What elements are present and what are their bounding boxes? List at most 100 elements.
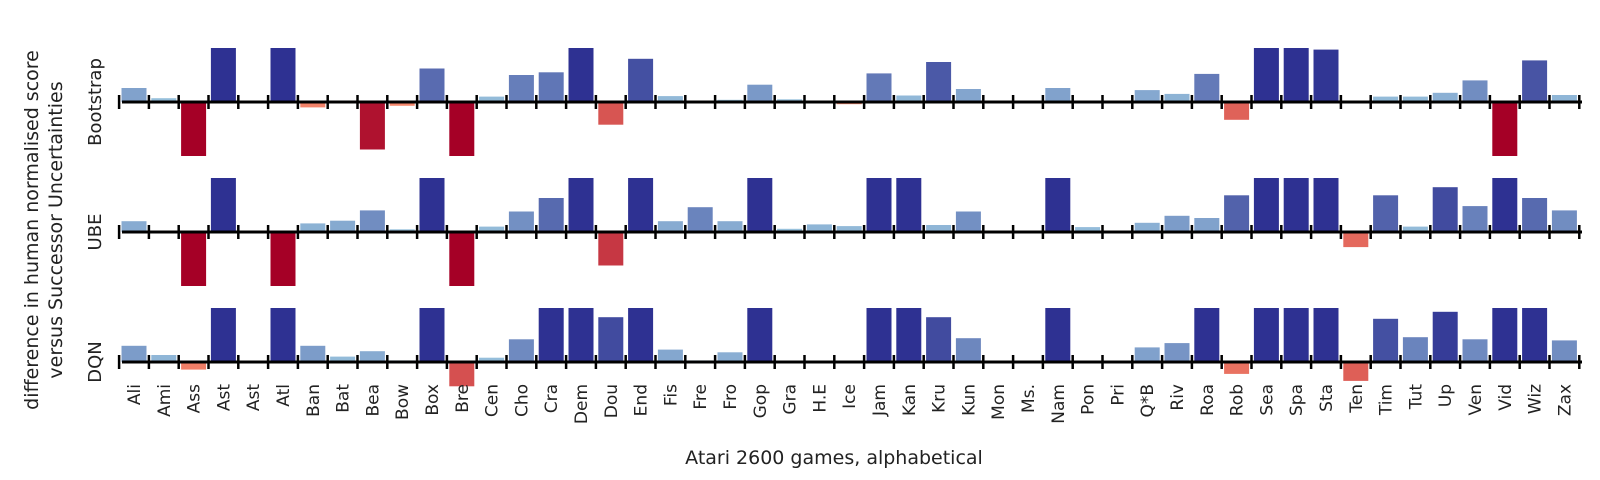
bar-ube-nam: [1045, 178, 1071, 232]
category-label: Pri: [1108, 384, 1128, 406]
bar-bootstrap-ban: [300, 102, 326, 108]
bar-dqn-vid: [1492, 308, 1518, 362]
bar-dqn-wiz: [1522, 308, 1548, 362]
category-label: Ass: [185, 384, 205, 413]
bar-ube-up: [1432, 187, 1458, 232]
category-label: Ast: [244, 384, 264, 411]
category-label: Ice: [840, 384, 860, 409]
category-label: Vid: [1496, 384, 1516, 411]
category-label: Roa: [1198, 384, 1218, 416]
bar-ube-vid: [1492, 178, 1518, 232]
bar-dqn-tut: [1402, 337, 1428, 362]
bar-ube-kru: [926, 225, 952, 232]
bar-bootstrap-ass: [181, 102, 207, 156]
bar-bootstrap-bow: [389, 102, 415, 106]
category-label: Ast: [214, 384, 234, 411]
category-label: Sea: [1257, 384, 1277, 416]
category-label: Cen: [483, 384, 503, 417]
bar-ube-ali: [121, 221, 147, 232]
bar-ube-gop: [747, 178, 773, 232]
bar-ube-rob: [1224, 195, 1250, 232]
category-label: Sta: [1317, 384, 1337, 412]
series-label-ube: UBE: [85, 214, 106, 251]
row-bootstrap: Bootstrap: [85, 48, 1582, 156]
category-label: Rob: [1228, 384, 1248, 416]
bar-dqn-fis: [657, 349, 683, 362]
bar-bootstrap-end: [628, 58, 654, 102]
bar-bootstrap-jam: [866, 73, 892, 102]
category-label: Pon: [1079, 384, 1099, 415]
bar-bootstrap-vid: [1492, 102, 1518, 156]
bar-ube-sea: [1253, 178, 1279, 232]
series-label-bootstrap: Bootstrap: [85, 58, 106, 146]
bar-ube-kun: [955, 211, 981, 232]
bar-dqn-ban: [300, 345, 326, 362]
category-label: Kun: [959, 384, 979, 416]
bar-dqn-cho: [508, 339, 534, 362]
bar-ube-fre: [687, 207, 713, 232]
category-label: Bat: [334, 384, 354, 413]
bar-bootstrap-zax: [1551, 95, 1577, 102]
x-axis-label: Atari 2600 games, alphabetical: [685, 447, 983, 469]
bar-dqn-cen: [479, 357, 505, 362]
bar-bootstrap-box: [419, 68, 445, 102]
bar-bootstrap-sea: [1253, 48, 1279, 102]
category-label: Wiz: [1526, 384, 1546, 414]
row-ube: UBE: [85, 178, 1582, 286]
category-label: Kru: [930, 384, 950, 413]
bar-bootstrap-kun: [955, 89, 981, 102]
bar-ube-sta: [1313, 178, 1339, 232]
bar-dqn-sta: [1313, 308, 1339, 362]
bar-ube-riv: [1164, 215, 1190, 232]
bar-bootstrap-ali: [121, 88, 147, 102]
row-dqn: DQN: [85, 308, 1582, 387]
bar-bootstrap-roa: [1194, 73, 1220, 102]
bar-ube-wiz: [1522, 198, 1548, 232]
bar-ube-pon: [1075, 227, 1101, 232]
bar-ube-gra: [777, 228, 803, 232]
category-label: Ven: [1466, 384, 1486, 416]
bar-ube-ban: [300, 223, 326, 232]
bar-dqn-kun: [955, 338, 981, 362]
category-label: Fis: [661, 384, 681, 406]
y-axis-label-line-1: difference in human normalised score: [21, 50, 43, 410]
bar-dqn-ven: [1462, 339, 1488, 362]
bar-bootstrap-spa: [1283, 48, 1309, 102]
bar-bootstrap-up: [1432, 92, 1458, 102]
bar-dqn-zax: [1551, 340, 1577, 362]
category-label: Cho: [512, 384, 532, 417]
bar-dqn-rob: [1224, 362, 1250, 374]
bar-ube-ass: [181, 232, 207, 286]
category-label: Tim: [1377, 384, 1397, 416]
series-label-dqn: DQN: [85, 341, 106, 383]
bar-dqn-bea: [359, 351, 385, 362]
bar-dqn-fro: [717, 352, 743, 362]
bar-ube-roa: [1194, 218, 1220, 232]
category-label: Zax: [1555, 384, 1575, 416]
bar-dqn-q*b: [1134, 347, 1160, 362]
bar-ube-tim: [1373, 195, 1399, 232]
bar-dqn-sea: [1253, 308, 1279, 362]
bar-bootstrap-atl: [270, 48, 296, 102]
bar-dqn-tim: [1373, 318, 1399, 362]
bar-dqn-dem: [568, 308, 594, 362]
bar-bootstrap-kan: [896, 95, 922, 102]
category-label: Jam: [870, 384, 890, 417]
bar-bootstrap-ast: [210, 48, 236, 102]
category-label: Ms.: [1019, 384, 1039, 413]
category-label: Box: [423, 384, 443, 416]
bar-bootstrap-tut: [1402, 96, 1428, 102]
category-label: Fre: [691, 384, 711, 410]
bar-bootstrap-dem: [568, 48, 594, 102]
bar-bootstrap-kru: [926, 62, 952, 102]
bar-ube-bre: [449, 232, 475, 286]
bar-ube-bea: [359, 210, 385, 232]
category-label: Fro: [721, 384, 741, 410]
bar-bootstrap-bea: [359, 102, 385, 150]
bar-dqn-dou: [598, 317, 624, 362]
bar-bootstrap-tim: [1373, 96, 1399, 102]
bar-dqn-box: [419, 308, 445, 362]
category-label: Ten: [1347, 384, 1367, 414]
category-label: End: [632, 384, 652, 416]
